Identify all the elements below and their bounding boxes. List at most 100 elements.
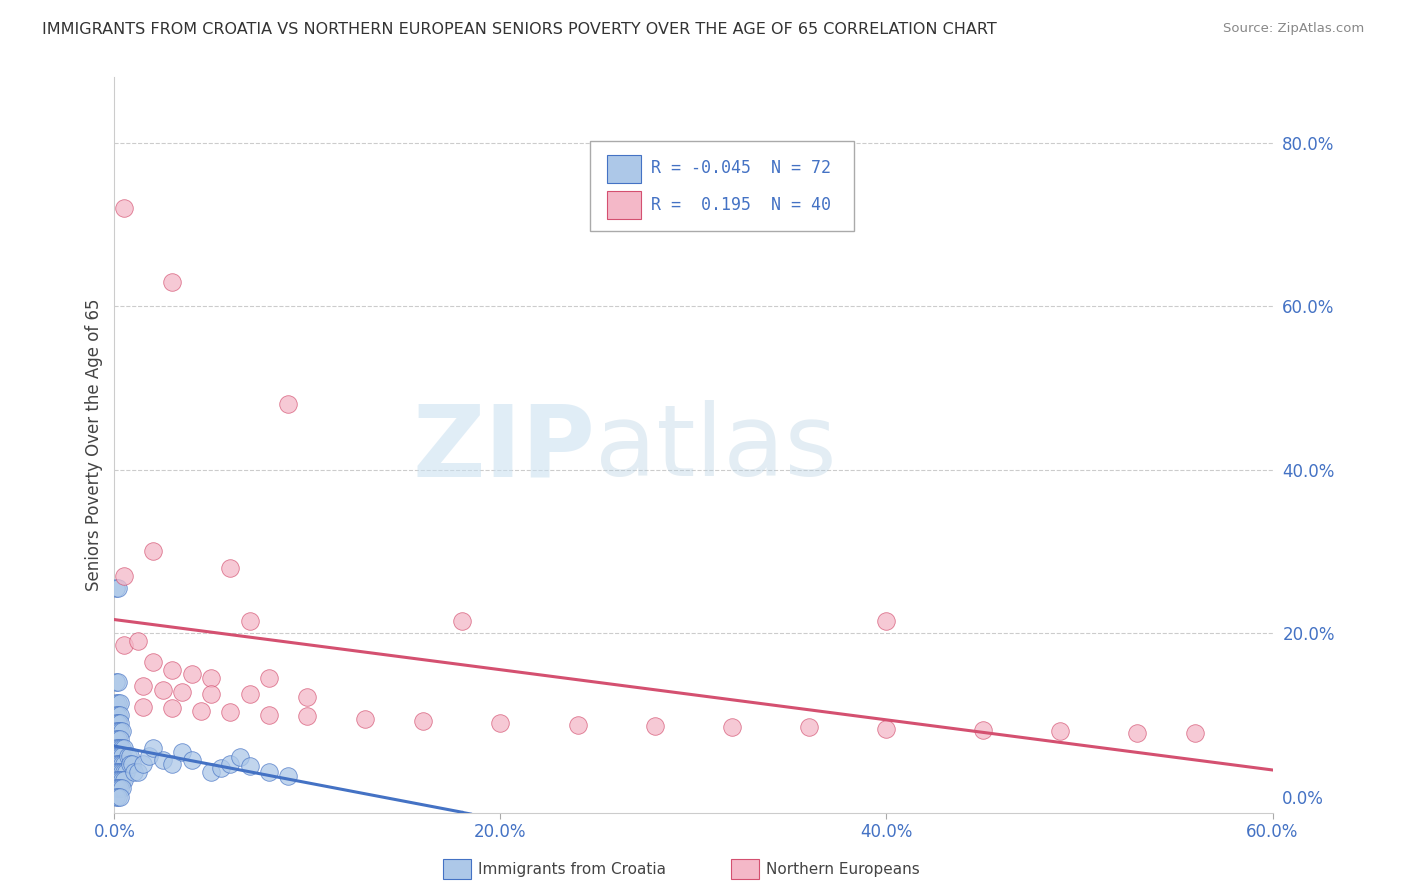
Point [229,750,252,764]
Point [107,732,129,747]
Point [105,724,128,739]
Point [219,560,242,574]
Point [219,706,242,720]
Point [721,720,744,734]
Point [117,748,139,763]
FancyBboxPatch shape [591,141,855,231]
Point [105,773,128,788]
Point [238,614,260,628]
Point [876,722,898,736]
Point [219,756,242,771]
Point [489,716,512,731]
Point [107,765,129,780]
Point [107,581,129,595]
Point [108,789,131,804]
Point [108,765,131,780]
Point [1184,726,1206,740]
Point [876,614,898,628]
Point [108,748,131,763]
Point [162,275,184,289]
Point [107,789,129,804]
Point [1049,724,1071,739]
Text: atlas: atlas [595,401,837,498]
Point [105,756,128,771]
Point [972,723,994,737]
Point [112,740,135,755]
Point [200,671,222,685]
Point [118,756,141,771]
Point [138,748,160,763]
Text: Source: ZipAtlas.com: Source: ZipAtlas.com [1223,22,1364,36]
Point [105,696,128,710]
Point [111,740,134,755]
Point [799,720,821,734]
Point [127,634,149,648]
Point [115,765,138,780]
Point [190,704,212,718]
Point [105,740,128,755]
Point [105,675,128,690]
Point [108,781,131,796]
Point [142,544,165,558]
Text: Northern Europeans: Northern Europeans [766,863,920,877]
Point [112,773,135,788]
Point [121,756,143,771]
Point [162,663,184,677]
Point [127,765,149,780]
Point [412,714,434,729]
Point [108,732,131,747]
Point [108,773,131,788]
Point [354,712,377,726]
Point [107,740,129,755]
Point [152,683,174,698]
Point [132,756,155,771]
Point [105,581,128,595]
Point [108,756,131,771]
Point [112,756,135,771]
Point [200,687,222,701]
Point [105,716,128,731]
Point [108,696,131,710]
Point [132,699,155,714]
Point [112,569,135,583]
Point [107,781,129,796]
Point [108,707,131,722]
Point [162,756,184,771]
Point [118,748,141,763]
Point [162,701,184,715]
Point [170,745,193,759]
Point [122,765,145,780]
Point [277,769,299,783]
Point [111,724,134,739]
Point [107,748,129,763]
Point [142,740,165,755]
Point [107,716,129,731]
Point [142,655,165,669]
Point [209,761,232,775]
Point [105,707,128,722]
Point [257,707,280,722]
Point [180,667,202,681]
Point [107,696,129,710]
Point [238,687,260,701]
Point [180,753,202,767]
Bar [606,154,641,183]
Point [1126,726,1149,740]
Point [108,716,131,731]
Point [567,717,589,731]
Text: R =  0.195  N = 40: R = 0.195 N = 40 [651,196,831,214]
Text: IMMIGRANTS FROM CROATIA VS NORTHERN EUROPEAN SENIORS POVERTY OVER THE AGE OF 65 : IMMIGRANTS FROM CROATIA VS NORTHERN EURO… [42,22,997,37]
Point [107,707,129,722]
Point [107,675,129,690]
Point [132,679,155,693]
Point [152,753,174,767]
Point [450,614,472,628]
Point [257,671,280,685]
Point [105,748,128,763]
Point [111,748,134,763]
Point [105,781,128,796]
Point [112,639,135,653]
Point [105,732,128,747]
Point [297,690,319,704]
Point [238,758,260,772]
